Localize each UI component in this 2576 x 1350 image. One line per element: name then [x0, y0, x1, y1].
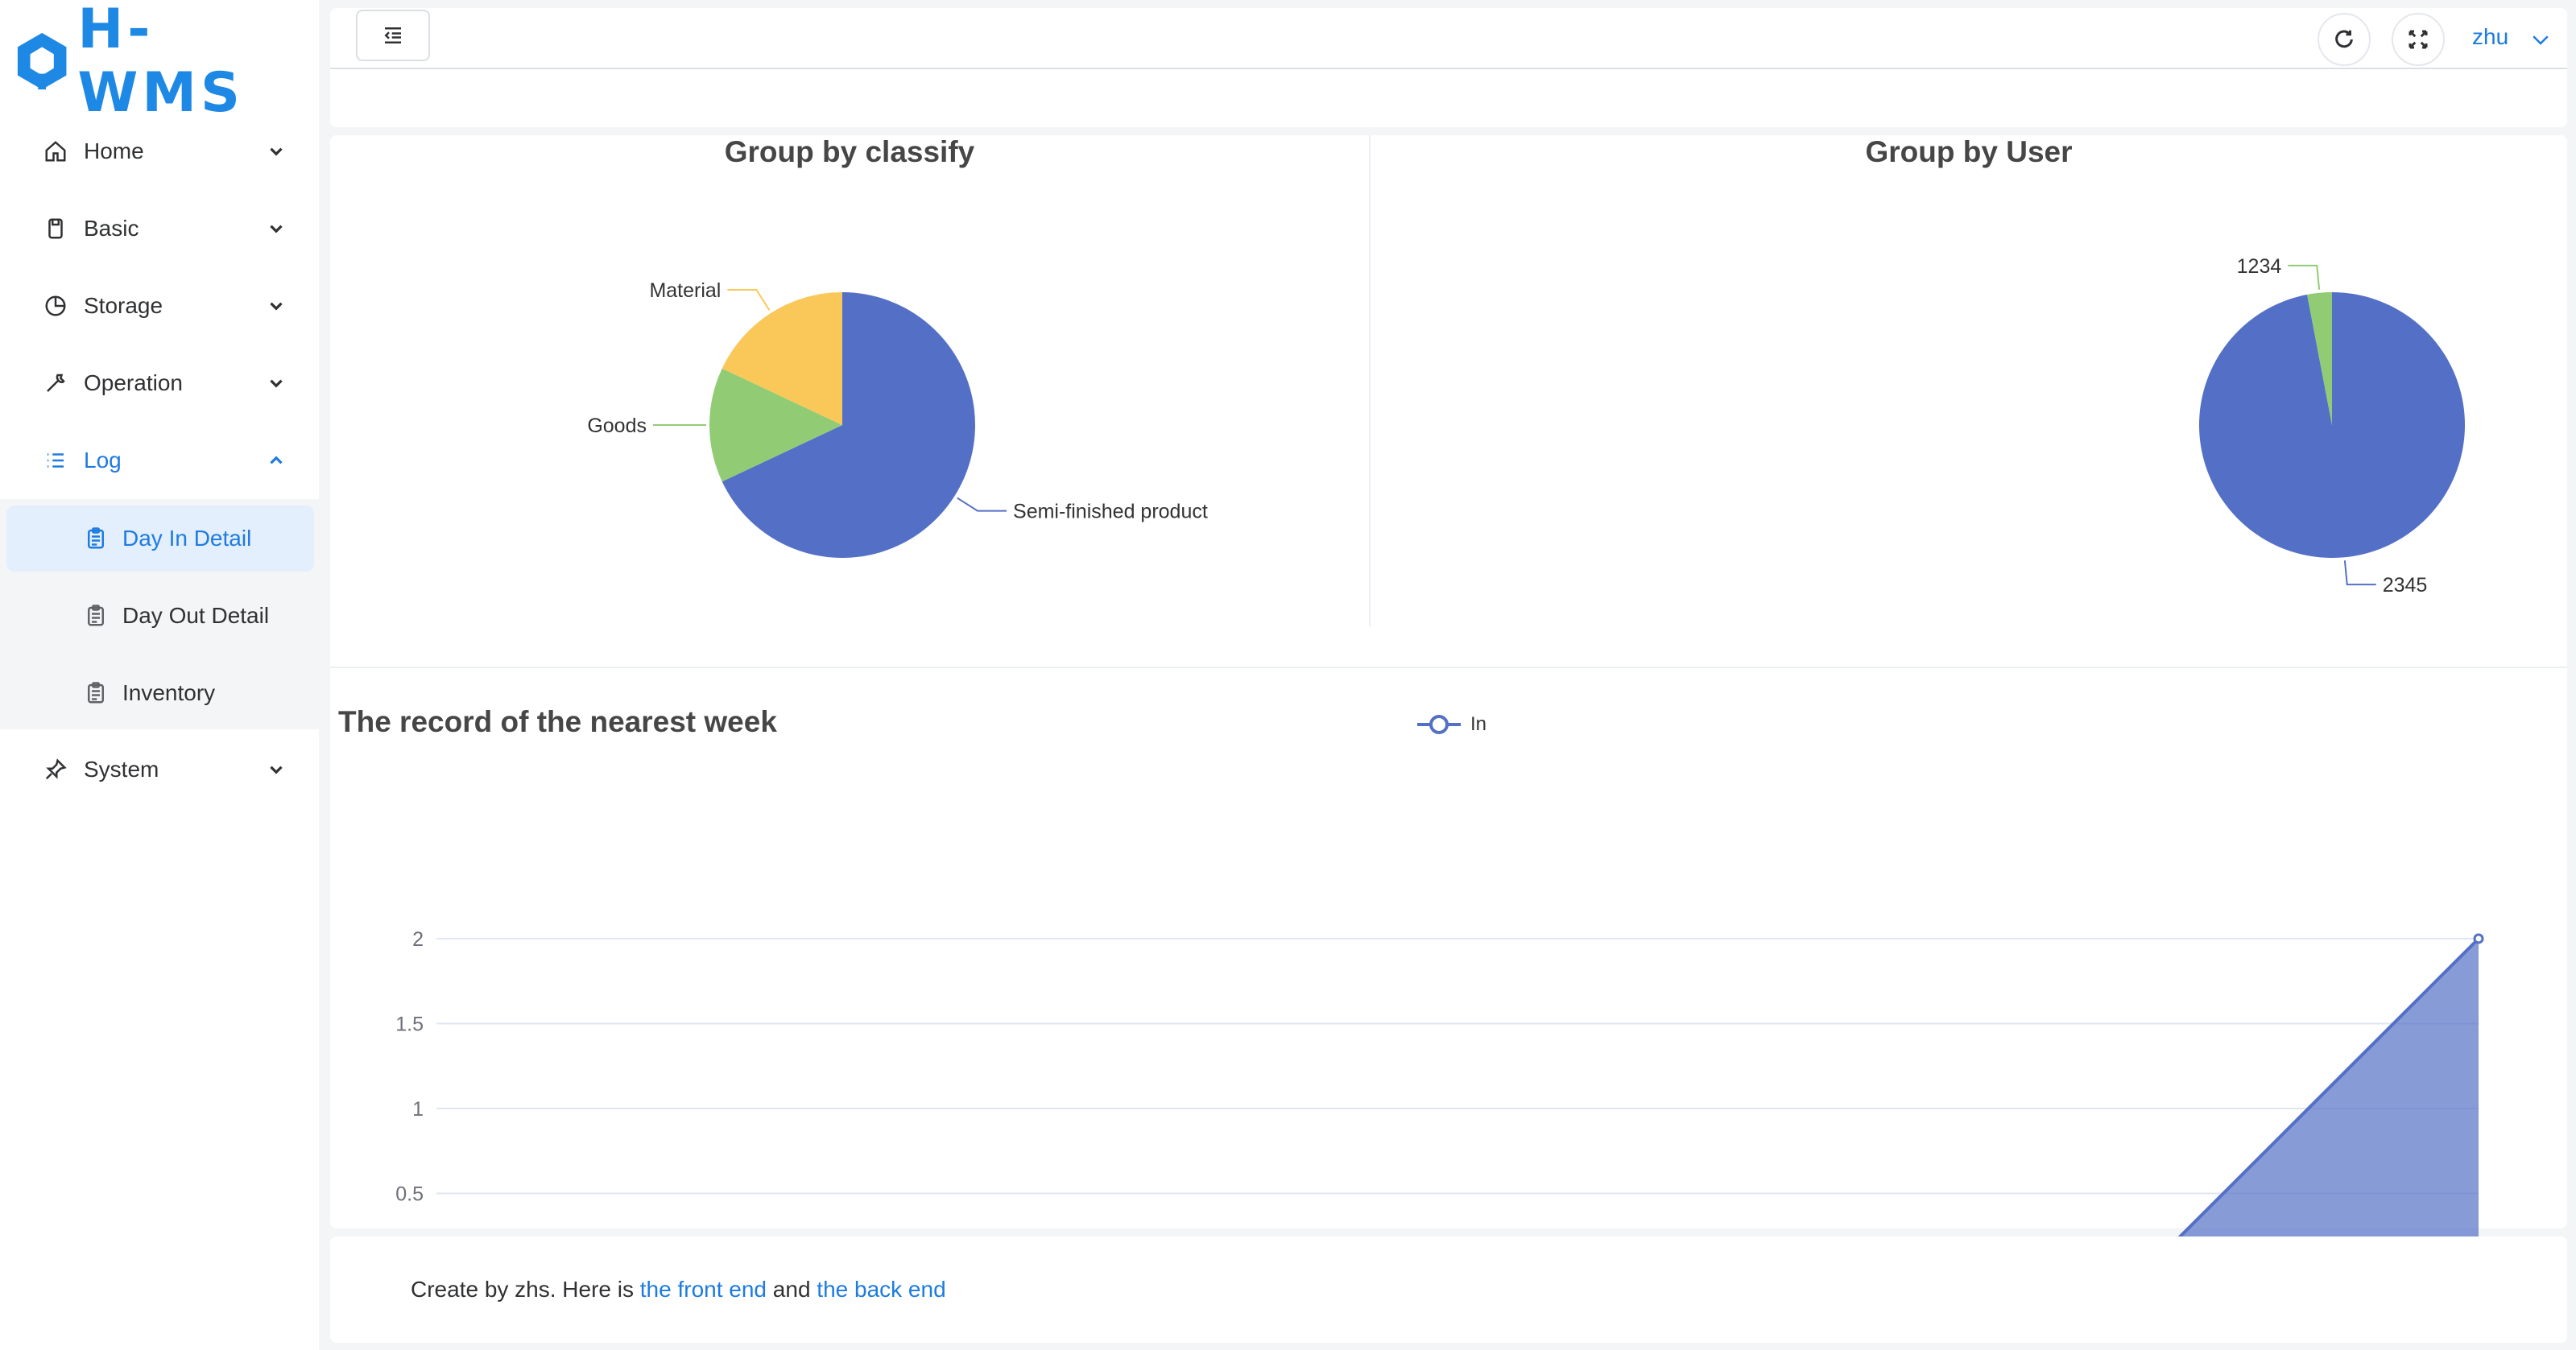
- chevron-down-icon: [270, 225, 283, 233]
- app-logo-text: H-WMS: [77, 0, 244, 125]
- chart-legend[interactable]: In: [1417, 708, 1486, 741]
- line-chart-title: The record of the nearest week: [338, 705, 777, 738]
- sidebar: H-WMS Home Basic Storage Operation: [0, 0, 319, 1350]
- pin-icon: [42, 756, 69, 783]
- pie-classify-label: Material: [649, 279, 721, 302]
- chevron-down-icon[interactable]: [2528, 27, 2553, 52]
- sidebar-item-label: Operation: [84, 370, 183, 395]
- back-end-link[interactable]: the back end: [817, 1277, 946, 1302]
- sidebar-item-operation[interactable]: Operation: [0, 345, 314, 422]
- pie-classify-leader-line: [957, 497, 1007, 512]
- chart-divider: [1369, 135, 1371, 626]
- chevron-down-icon: [270, 302, 283, 311]
- wrench-icon: [42, 369, 69, 397]
- sidebar-item-label: System: [84, 757, 159, 782]
- log-submenu: Day In Detail Day Out Detail Inventory: [0, 499, 319, 729]
- sidebar-item-system[interactable]: System: [0, 731, 314, 808]
- chevron-down-icon: [270, 147, 283, 156]
- clipboard-icon: [88, 527, 104, 549]
- hexagon-logo-icon: [17, 32, 67, 90]
- pie-user-chart: 2345 1234: [2199, 255, 2465, 597]
- sidebar-item-day-in-detail[interactable]: Day In Detail: [6, 506, 314, 572]
- top-header: zhu: [330, 8, 2567, 127]
- data-point[interactable]: [2473, 933, 2484, 944]
- header-divider: [330, 68, 2567, 69]
- pie-user-slice[interactable]: [2307, 292, 2332, 425]
- footer: Create by zhs. Here is the front end and…: [330, 1236, 2567, 1343]
- footer-middle: and: [767, 1277, 817, 1302]
- pie-classify-slice[interactable]: [709, 368, 842, 482]
- pie-classify-leader-line: [727, 288, 771, 311]
- y-tick-label: 0.5: [395, 1183, 424, 1206]
- pie-user-label: 2345: [2383, 574, 2428, 597]
- sidebar-item-label: Basic: [84, 216, 139, 241]
- chevron-down-icon: [270, 766, 283, 774]
- sidebar-item-storage[interactable]: Storage: [0, 267, 314, 345]
- pie-classify-label: Semi-finished product: [1013, 501, 1208, 523]
- pie-user-label: 1234: [2237, 255, 2282, 278]
- legend-label: In: [1470, 713, 1487, 735]
- footer-text: Create by zhs. Here is the front end and…: [411, 1277, 946, 1303]
- sidebar-subitem-label: Day In Detail: [122, 526, 252, 551]
- y-tick-label: 1.5: [395, 1014, 424, 1036]
- fullscreen-icon: [2409, 30, 2428, 49]
- sidebar-toggle-button[interactable]: [356, 10, 430, 61]
- refresh-icon: [2335, 30, 2353, 48]
- footer-prefix: Create by zhs. Here is: [411, 1277, 640, 1302]
- chevron-down-icon: [270, 379, 283, 388]
- clipboard-icon: [88, 605, 104, 626]
- y-tick-label: 2: [412, 928, 424, 951]
- sidebar-item-label: Log: [84, 448, 122, 473]
- home-icon: [42, 138, 69, 165]
- pie-classify-label: Goods: [587, 415, 647, 437]
- legend-marker: [1417, 715, 1461, 734]
- pie-user-leader-line: [2343, 560, 2376, 586]
- list-icon: [42, 447, 69, 474]
- dashboard-charts: Group by classify Group by User Semi-fin…: [330, 135, 2567, 1314]
- sidebar-item-label: Storage: [84, 293, 163, 318]
- pie-chart-icon: [42, 292, 69, 320]
- fullscreen-button[interactable]: [2392, 13, 2445, 66]
- sidebar-subitem-label: Day Out Detail: [122, 603, 270, 628]
- y-tick-label: 1: [412, 1098, 424, 1121]
- pie-classify-chart: Semi-finished product Goods Material: [587, 279, 1208, 558]
- app-logo[interactable]: H-WMS: [14, 0, 312, 125]
- user-menu[interactable]: zhu: [2472, 24, 2509, 49]
- section-divider: [330, 667, 2567, 668]
- refresh-button[interactable]: [2318, 13, 2371, 66]
- front-end-link[interactable]: the front end: [639, 1277, 767, 1302]
- pie-classify-slice[interactable]: [722, 292, 975, 558]
- sidebar-subitem-label: Inventory: [122, 680, 216, 705]
- menu-fold-icon: [384, 27, 401, 43]
- clipboard-icon: [88, 682, 104, 704]
- sidebar-item-basic[interactable]: Basic: [0, 190, 314, 267]
- document-icon: [42, 215, 69, 242]
- pie-classify-title: Group by classify: [724, 135, 975, 168]
- pie-classify-slice[interactable]: [722, 292, 842, 425]
- sidebar-item-label: Home: [84, 138, 144, 163]
- sidebar-item-log[interactable]: Log: [0, 422, 314, 499]
- chevron-up-icon: [270, 456, 283, 464]
- pie-user-leader-line: [2288, 264, 2321, 290]
- sidebar-item-inventory[interactable]: Inventory: [6, 660, 314, 726]
- sidebar-item-home[interactable]: Home: [0, 113, 314, 190]
- pie-user-title: Group by User: [1865, 135, 2073, 168]
- sidebar-item-day-out-detail[interactable]: Day Out Detail: [6, 583, 314, 649]
